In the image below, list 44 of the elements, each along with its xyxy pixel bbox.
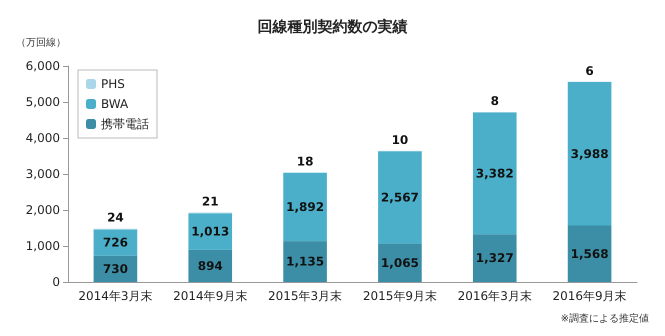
data-label: 1,135 bbox=[286, 254, 324, 269]
y-tick-label: 4,000 bbox=[26, 131, 60, 145]
legend-label: BWA bbox=[101, 97, 130, 111]
data-label: 10 bbox=[392, 132, 408, 147]
data-label: 8 bbox=[490, 94, 499, 108]
x-tick-label: 2016年3月末 bbox=[458, 289, 532, 303]
data-label: 6 bbox=[585, 64, 594, 78]
data-label: 3,988 bbox=[570, 146, 609, 161]
bar bbox=[472, 112, 517, 234]
data-label: 3,382 bbox=[476, 166, 514, 180]
x-tick-label: 2015年3月末 bbox=[268, 289, 342, 303]
legend-label: 携帯電話 bbox=[101, 117, 149, 131]
y-tick-label: 1,000 bbox=[26, 239, 60, 253]
data-label: 1,892 bbox=[286, 200, 324, 214]
data-label: 1,327 bbox=[476, 251, 514, 266]
data-label: 24 bbox=[107, 210, 124, 225]
data-label: 726 bbox=[102, 236, 128, 250]
data-label: 21 bbox=[202, 194, 219, 209]
bar bbox=[568, 226, 612, 282]
y-axis-title: （万回線） bbox=[16, 38, 66, 48]
legend-label: PHS bbox=[101, 77, 125, 91]
x-tick-label: 2015年9月末 bbox=[362, 289, 438, 303]
bar bbox=[472, 234, 517, 282]
bar bbox=[283, 241, 327, 282]
y-tick-label: 3,000 bbox=[26, 167, 60, 181]
bar bbox=[283, 173, 327, 242]
data-label: 1,065 bbox=[380, 256, 419, 270]
y-tick-label: 0 bbox=[52, 275, 60, 289]
data-label: 730 bbox=[102, 262, 128, 276]
y-tick-label: 6,000 bbox=[26, 59, 60, 73]
x-tick-label: 2016年9月末 bbox=[552, 289, 627, 303]
text: ※調査による推定値 bbox=[560, 312, 650, 324]
x-tick-label: 2014年3月末 bbox=[78, 289, 153, 303]
data-label: 1,013 bbox=[191, 224, 230, 239]
x-tick-label: 2014年9月末 bbox=[173, 289, 248, 303]
bar bbox=[568, 82, 612, 226]
y-tick-label: 2,000 bbox=[26, 203, 60, 217]
data-label: 1,568 bbox=[570, 246, 609, 261]
chart-title: 回線種別契約数の実績 bbox=[258, 18, 408, 36]
data-label: 18 bbox=[296, 154, 314, 168]
y-tick-label: 5,000 bbox=[26, 95, 60, 109]
data-label: 2,567 bbox=[380, 190, 419, 204]
bar bbox=[378, 151, 422, 244]
data-label: 894 bbox=[198, 258, 223, 273]
